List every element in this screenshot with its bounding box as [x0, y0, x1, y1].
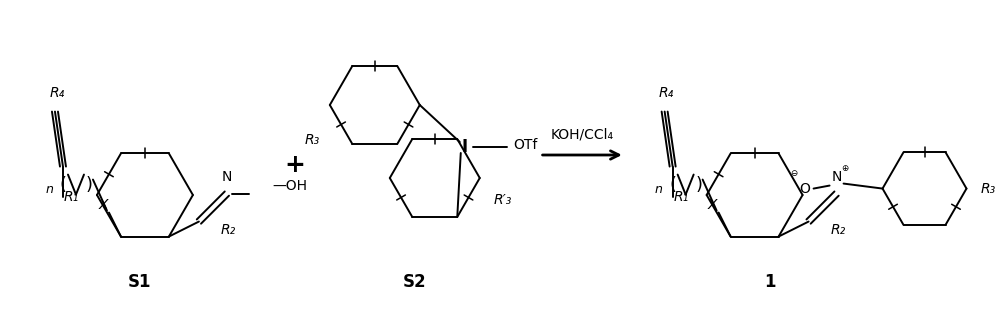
Text: I: I [462, 138, 468, 156]
Text: S2: S2 [403, 273, 427, 291]
Text: S1: S1 [128, 273, 152, 291]
Text: X: X [708, 198, 717, 212]
Text: n: n [45, 183, 53, 196]
Text: R₂: R₂ [221, 223, 236, 236]
Text: $^{\ominus}$: $^{\ominus}$ [790, 170, 799, 183]
Text: R₁: R₁ [64, 190, 79, 204]
Text: +: + [284, 153, 305, 177]
Text: KOH/CCl₄: KOH/CCl₄ [550, 127, 613, 141]
Text: 1: 1 [764, 273, 775, 291]
Text: ): ) [695, 176, 702, 193]
Text: $^{\oplus}$: $^{\oplus}$ [841, 165, 850, 178]
Text: —OH: —OH [273, 179, 308, 193]
Text: ): ) [85, 176, 92, 193]
Text: (: ( [59, 176, 66, 193]
Text: O: O [799, 182, 810, 195]
Text: OTf: OTf [514, 138, 538, 152]
Text: X: X [98, 198, 108, 212]
Text: N: N [222, 170, 232, 183]
Text: R₁: R₁ [673, 190, 689, 204]
Text: R₃: R₃ [305, 133, 320, 147]
Text: n: n [655, 183, 663, 196]
Text: N: N [831, 170, 842, 183]
Text: R₄: R₄ [659, 86, 674, 99]
Text: R₂: R₂ [831, 223, 846, 236]
Text: (: ( [669, 176, 676, 193]
Text: R₃: R₃ [980, 182, 996, 195]
Text: R′₃: R′₃ [494, 193, 512, 207]
Text: R₄: R₄ [49, 86, 65, 99]
